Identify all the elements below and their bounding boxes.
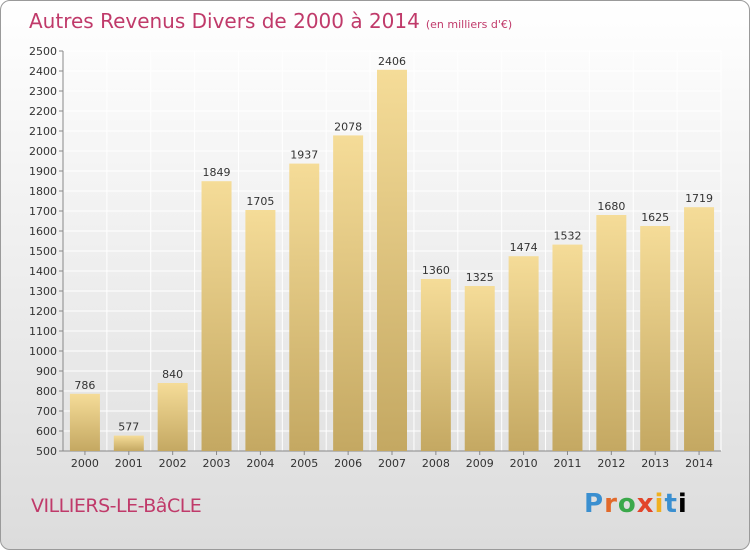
y-tick-label: 1200: [29, 305, 57, 318]
y-tick-label: 2500: [29, 45, 57, 58]
bar: [69, 393, 100, 451]
bar: [508, 256, 539, 451]
logo-letter: o: [617, 489, 637, 519]
y-tick-label: 600: [36, 425, 57, 438]
x-tick-label: 2008: [422, 457, 450, 470]
x-tick-label: 2011: [553, 457, 581, 470]
x-tick-label: 2007: [378, 457, 406, 470]
bar-value-label: 2406: [378, 55, 406, 68]
bar-value-label: 1849: [203, 166, 231, 179]
y-tick-label: 2000: [29, 145, 57, 158]
bar: [420, 279, 451, 451]
bar: [245, 210, 276, 451]
y-tick-label: 800: [36, 385, 57, 398]
bar-value-label: 840: [162, 368, 183, 381]
bar: [464, 286, 495, 451]
logo-letter: P: [584, 489, 605, 519]
y-tick-label: 2300: [29, 85, 57, 98]
bar-value-label: 1474: [510, 241, 538, 254]
bars: [69, 69, 715, 452]
y-tick-label: 1900: [29, 165, 57, 178]
bar: [333, 135, 364, 451]
bar-value-label: 1719: [685, 192, 713, 205]
bar: [157, 383, 188, 451]
y-tick-label: 1400: [29, 265, 57, 278]
bar: [596, 215, 627, 451]
x-tick-label: 2001: [115, 457, 143, 470]
bar-value-label: 786: [74, 379, 95, 392]
chart-subtitle: (en milliers d'€): [425, 18, 513, 31]
title-text: Autres Revenus Divers de 2000 à 2014: [29, 9, 420, 33]
y-tick-label: 700: [36, 405, 57, 418]
bar: [113, 435, 144, 451]
x-tick-label: 2014: [685, 457, 713, 470]
y-tick-label: 2100: [29, 125, 57, 138]
x-tick-label: 2006: [334, 457, 362, 470]
bar-value-label: 1532: [553, 230, 581, 243]
y-tick-label: 1800: [29, 185, 57, 198]
logo-letter: r: [604, 489, 618, 519]
bar: [640, 226, 671, 451]
bar-value-label: 1937: [290, 149, 318, 162]
x-tick-label: 2013: [641, 457, 669, 470]
x-tick-label: 2000: [71, 457, 99, 470]
x-tick-label: 2002: [159, 457, 187, 470]
y-tick-label: 1000: [29, 345, 57, 358]
y-tick-label: 1700: [29, 205, 57, 218]
logo-letter: t: [664, 489, 678, 519]
bar: [684, 207, 715, 451]
place-name: VILLIERS-LE-BâCLE: [31, 495, 202, 517]
proxiti-logo: Proxiti: [584, 489, 688, 519]
y-tick-label: 900: [36, 365, 57, 378]
y-tick-label: 1600: [29, 225, 57, 238]
bar: [552, 244, 583, 451]
y-tick-label: 1300: [29, 285, 57, 298]
y-tick-label: 2200: [29, 105, 57, 118]
bar-value-label: 1680: [597, 200, 625, 213]
x-tick-label: 2004: [246, 457, 274, 470]
bar-value-label: 1360: [422, 264, 450, 277]
logo-letter: x: [636, 489, 655, 519]
chart-title: Autres Revenus Divers de 2000 à 2014 (en …: [29, 9, 512, 33]
x-tick-label: 2012: [597, 457, 625, 470]
bar-value-label: 1625: [641, 211, 669, 224]
bar-value-label: 2078: [334, 120, 362, 133]
logo-letter: i: [654, 489, 665, 519]
y-tick-label: 2400: [29, 65, 57, 78]
bar: [289, 163, 320, 451]
y-tick-label: 500: [36, 445, 57, 458]
bar: [201, 181, 232, 451]
bar: [377, 69, 407, 452]
y-tick-label: 1100: [29, 325, 57, 338]
x-tick-label: 2009: [466, 457, 494, 470]
x-tick-label: 2003: [203, 457, 231, 470]
x-tick-label: 2005: [290, 457, 318, 470]
labels: 500 600 700 800 900 1000 1100 1200 1300 1400 1500 1…: [29, 45, 713, 470]
x-tick-label: 2010: [510, 457, 538, 470]
bar-value-label: 1325: [466, 271, 494, 284]
y-tick-label: 1500: [29, 245, 57, 258]
logo-letter: i: [677, 489, 688, 519]
bar-value-label: 577: [118, 421, 139, 434]
bar-value-label: 1705: [246, 195, 274, 208]
